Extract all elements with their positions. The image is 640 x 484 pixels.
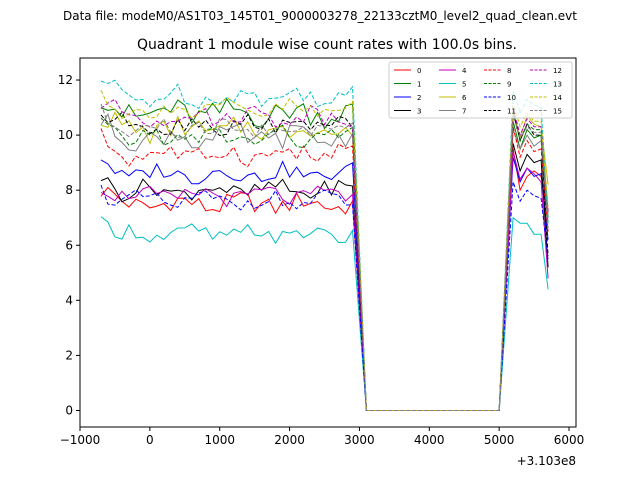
y-tick-label: 2 (65, 348, 73, 362)
series-line-11 (100, 110, 549, 411)
y-tick-label: 10 (58, 128, 73, 142)
series-line-9 (100, 112, 549, 411)
x-tick-label: 2000 (274, 433, 305, 447)
series-line-2 (100, 156, 549, 411)
series-line-14 (100, 89, 549, 411)
series-line-3 (100, 143, 549, 411)
legend-label: 1 (417, 81, 421, 89)
legend-label: 4 (462, 67, 467, 75)
x-tick-label: −1000 (60, 433, 101, 447)
chart-title: Quadrant 1 module wise count rates with … (137, 37, 517, 53)
legend-label: 15 (553, 108, 562, 116)
legend-label: 11 (507, 108, 516, 116)
legend-label: 14 (553, 94, 562, 102)
series-line-5 (100, 216, 549, 411)
y-tick-label: 8 (65, 183, 73, 197)
series-line-8 (100, 126, 549, 411)
legend-label: 12 (553, 67, 562, 75)
x-tick-label: 0 (146, 433, 154, 447)
y-tick-label: 12 (58, 73, 73, 87)
legend-label: 8 (507, 67, 511, 75)
legend-label: 10 (507, 94, 516, 102)
y-tick-label: 0 (65, 403, 73, 417)
legend-label: 2 (417, 94, 421, 102)
axes-frame (79, 57, 577, 428)
x-tick-label: 1000 (204, 433, 235, 447)
legend-label: 3 (417, 108, 421, 116)
y-tick-label: 6 (65, 238, 73, 252)
y-axis: 0 2 4 6 8 10 12 (58, 73, 80, 417)
series-line-13 (100, 79, 549, 411)
series-line-1 (100, 98, 549, 411)
series-line-6 (100, 110, 549, 411)
x-axis: −1000 0 1000 2000 3000 4000 5000 6000 (60, 427, 585, 447)
series-line-0 (100, 148, 549, 411)
legend-label: 6 (462, 94, 467, 102)
x-tick-label: 6000 (554, 433, 585, 447)
legend-label: 9 (507, 81, 511, 89)
series-line-12 (100, 98, 549, 411)
x-tick-label: 5000 (484, 433, 515, 447)
y-tick-label: 4 (65, 293, 73, 307)
legend-label: 5 (462, 81, 466, 89)
series-line-15 (100, 103, 549, 411)
legend-box (388, 61, 573, 119)
legend-label: 13 (553, 81, 562, 89)
series-line-7 (100, 113, 549, 411)
legend-label: 0 (417, 67, 421, 75)
suptitle: Data file: modeM0/AS1T03_145T01_90000032… (63, 9, 577, 23)
x-tick-label: 3000 (344, 433, 375, 447)
legend-label: 7 (462, 108, 466, 116)
x-offset-label: +3.103e8 (517, 454, 576, 468)
x-tick-label: 4000 (414, 433, 445, 447)
plot-area (100, 79, 549, 411)
series-line-10 (100, 181, 549, 411)
